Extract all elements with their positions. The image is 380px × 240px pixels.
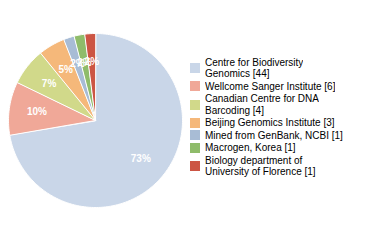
svg-text:73%: 73%	[131, 153, 151, 164]
svg-text:10%: 10%	[27, 106, 47, 117]
svg-text:2%: 2%	[85, 56, 100, 67]
html-text:Biology department of Universi: Biology department of University of Flor…	[205, 154, 316, 177]
html-text:Canadian Centre for DNA Barcod: Canadian Centre for DNA Barcoding [4]	[205, 93, 319, 116]
svg-text:7%: 7%	[42, 78, 57, 89]
html-text:Mined from GenBank, NCBI [1]: Mined from GenBank, NCBI [1]	[205, 129, 343, 141]
html-text:Wellcome Sanger Institute [6]: Wellcome Sanger Institute [6]	[205, 80, 336, 92]
html-text:Centre for Biodiversity Genomi: Centre for Biodiversity Genomics [44]	[205, 56, 304, 79]
html-text:Macrogen, Korea [1]: Macrogen, Korea [1]	[205, 142, 296, 153]
html-text:Beijing Genomics Institute [3]: Beijing Genomics Institute [3]	[205, 117, 335, 128]
svg-text:5%: 5%	[58, 63, 73, 75]
